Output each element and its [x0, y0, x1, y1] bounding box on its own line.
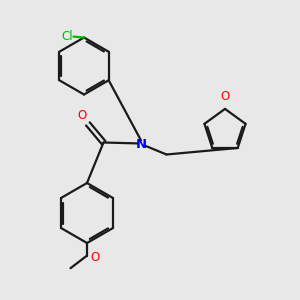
Text: O: O	[220, 91, 230, 103]
Text: Cl: Cl	[61, 29, 73, 43]
Text: O: O	[90, 250, 99, 264]
Text: O: O	[78, 110, 87, 122]
Text: N: N	[135, 137, 147, 151]
